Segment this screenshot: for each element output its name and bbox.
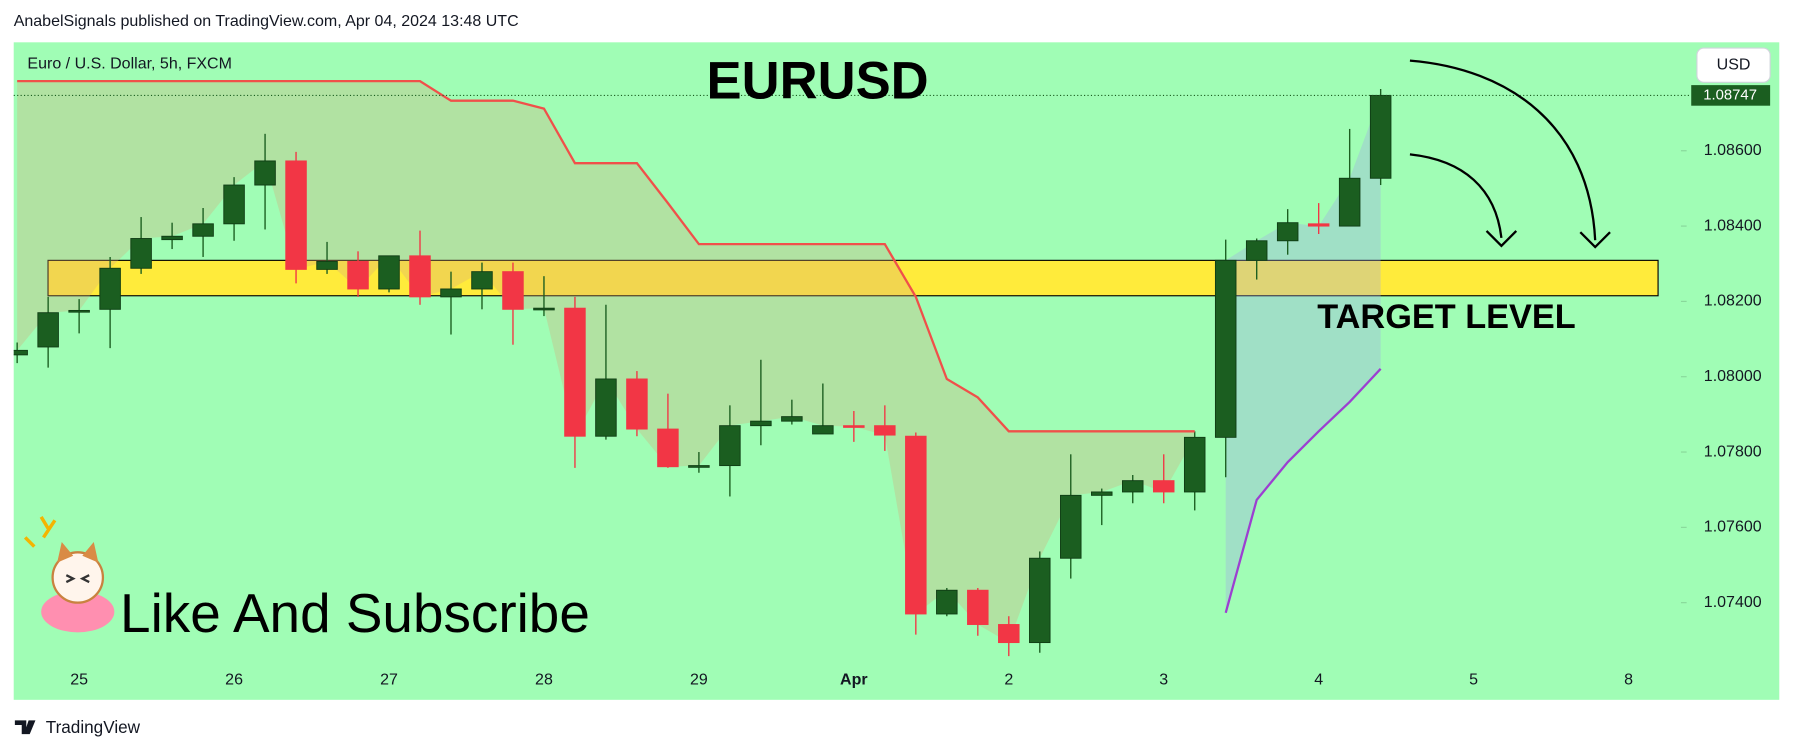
x-tick-label: 5 <box>1469 672 1478 689</box>
last-price-box <box>1691 85 1771 106</box>
candle-body <box>998 624 1020 644</box>
x-tick-label: 3 <box>1159 672 1168 689</box>
arrowhead <box>1579 231 1611 249</box>
x-tick-label: 27 <box>380 672 398 689</box>
candle-body <box>688 465 710 468</box>
candle-body <box>13 349 28 356</box>
candle-body <box>967 589 989 625</box>
candle-body <box>1029 557 1051 644</box>
chart-background <box>13 42 1780 700</box>
x-tick-label: 2 <box>1004 672 1013 689</box>
mascot-eyes <box>65 574 90 584</box>
last-price-label: 1.08747 <box>1703 87 1757 103</box>
candle-body <box>1183 436 1206 493</box>
arrow <box>1409 153 1503 238</box>
candle-body <box>130 238 152 269</box>
candle-body <box>161 235 183 241</box>
candle-body <box>1152 480 1175 493</box>
x-tick-label: 29 <box>690 672 708 689</box>
candle-body <box>1060 494 1082 559</box>
annotation: TARGET LEVEL <box>1317 298 1575 336</box>
x-tick-label: 26 <box>225 672 243 689</box>
candle-body <box>750 420 772 427</box>
annotation: Like And Subscribe <box>120 582 590 644</box>
candle-body <box>1121 480 1144 493</box>
candle-body <box>316 261 338 270</box>
y-tick-label: 1.07800 <box>1704 443 1762 460</box>
mascot-head <box>51 551 105 604</box>
candle-body <box>719 425 741 467</box>
candle-body <box>409 255 431 298</box>
arrow <box>1409 59 1597 241</box>
candle-body <box>1091 491 1113 496</box>
x-tick-label: 8 <box>1624 672 1633 689</box>
logo-mark <box>14 720 36 735</box>
candle-body <box>843 425 865 428</box>
arrowhead <box>1485 230 1518 248</box>
candle-body <box>905 435 927 615</box>
candle-body <box>564 307 586 437</box>
plot-area: 1.07400 1.07600 1.07800 1.08000 1.08200 1.084… <box>13 79 1771 689</box>
candle-body <box>254 160 276 186</box>
candle-body <box>595 378 617 437</box>
mascot-body <box>41 591 115 633</box>
indicator-line <box>17 79 1195 433</box>
candle-body <box>1214 259 1237 438</box>
candle-body <box>936 589 958 615</box>
mascot-ears <box>57 542 99 563</box>
candle-body <box>285 160 307 270</box>
candle-body <box>440 288 462 298</box>
currency-button[interactable] <box>1696 47 1771 83</box>
symbol-label: Euro / U.S. Dollar, 5h, FXCM <box>27 55 232 72</box>
x-tick-label: 25 <box>70 672 88 689</box>
x-tick-label: 28 <box>535 672 553 689</box>
candle-body <box>68 309 90 313</box>
candle-body <box>37 312 59 348</box>
candle-body <box>192 223 214 237</box>
candle-body <box>378 255 400 290</box>
mascot <box>23 515 115 633</box>
candle-body <box>626 378 648 430</box>
candle-body <box>1245 240 1268 261</box>
y-tick-label: 1.07600 <box>1704 519 1762 536</box>
overlay: USD Euro / U.S. Dollar, 5h, FXCM EURUSD … <box>23 47 1771 644</box>
x-tick-label: Apr <box>840 672 868 689</box>
candle-body <box>471 271 493 290</box>
candle-body <box>99 267 121 310</box>
candle-body <box>347 261 369 290</box>
footer-brand: TradingView <box>46 717 141 737</box>
candle-body <box>657 428 679 468</box>
candle-body <box>1276 222 1299 242</box>
currency-label[interactable]: USD <box>1717 56 1751 73</box>
indicator-line <box>1224 368 1382 614</box>
sparkle <box>23 515 57 548</box>
candle-body <box>1369 94 1392 179</box>
plot-clip <box>13 79 1659 657</box>
candle-body <box>1307 223 1330 227</box>
chart-title: EURUSD <box>707 52 929 111</box>
candle-body <box>812 425 834 435</box>
y-tick-label: 1.08600 <box>1704 142 1762 159</box>
y-tick-label: 1.07400 <box>1704 594 1762 611</box>
candle-body <box>223 184 245 225</box>
candle-body <box>502 271 524 310</box>
candle-body <box>1338 177 1361 227</box>
header-text: AnabelSignals published on TradingView.c… <box>14 13 519 30</box>
footer-logo: TradingView <box>14 717 141 737</box>
x-tick-label: 4 <box>1314 672 1323 689</box>
candle-body <box>533 307 555 311</box>
y-tick-label: 1.08000 <box>1704 368 1762 385</box>
candle-body <box>874 425 896 436</box>
candle-body <box>781 416 803 422</box>
y-tick-label: 1.08400 <box>1704 217 1762 234</box>
y-tick-label: 1.08200 <box>1704 293 1762 310</box>
